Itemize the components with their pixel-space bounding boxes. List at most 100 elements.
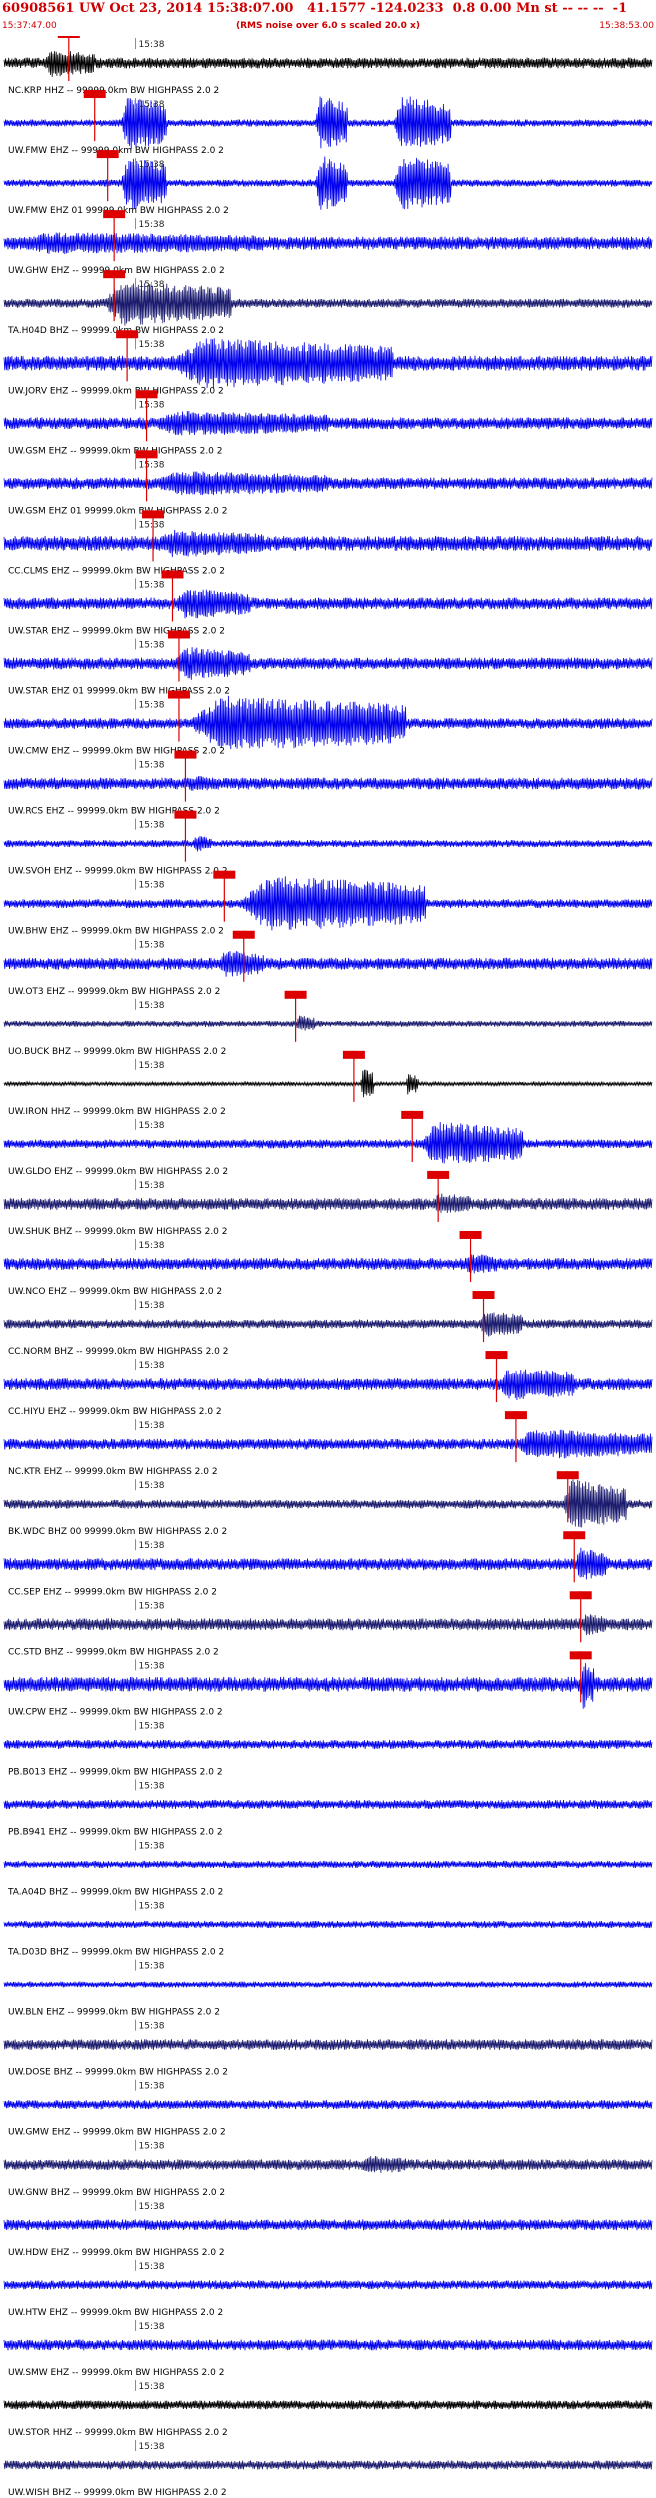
trace-row: 15:38 UO.BUCK BHZ -- 99999.0km BW HIGHPAS… xyxy=(3,990,653,1057)
trace-label: UW.SMW EHZ -- 99999.0km BW HIGHPASS 2.0 … xyxy=(8,2368,224,2378)
seismogram-traces: 15:38 NC.KRP HHZ -- 99999.0km BW HIGHPASS… xyxy=(3,36,653,2498)
waveform xyxy=(3,1312,653,1337)
trace-row: 15:38 UW.BHW EHZ -- 99999.0km BW HIGHPASS… xyxy=(3,870,653,937)
waveform xyxy=(3,1254,653,1274)
waveform xyxy=(3,2039,653,2051)
trace-row: 15:38 UW.SHUK BHZ -- 99999.0km BW HIGHPAS… xyxy=(3,1170,653,1237)
waveform xyxy=(3,775,653,791)
tick-label: 15:38 xyxy=(139,2202,165,2212)
trace-row: 15:38 CC.CLMS EHZ -- 99999.0km BW HIGHPAS… xyxy=(3,510,653,576)
trace-label: NC.KTR EHZ -- 99999.0km BW HIGHPASS 2.0 … xyxy=(8,1467,218,1477)
waveform xyxy=(3,1069,653,1098)
waveform xyxy=(3,1920,653,1929)
trace-row: 15:38 CC.NORM BHZ -- 99999.0km BW HIGHPAS… xyxy=(3,1291,653,1357)
trace-label: UW.BHW EHZ -- 99999.0km BW HIGHPASS 2.0 … xyxy=(8,927,224,937)
waveform xyxy=(3,695,653,750)
trace-label: UW.GSM EHZ 01 99999.0km BW HIGHPASS 2.0 … xyxy=(8,506,227,516)
waveform xyxy=(3,1479,653,1528)
waveform xyxy=(3,410,653,436)
waveform xyxy=(3,876,653,931)
trace-label: UW.RCS EHZ -- 99999.0km BW HIGHPASS 2.0 … xyxy=(8,807,220,817)
plot-header: 60908561 UW Oct 23, 2014 15:38:07.00 41.… xyxy=(0,0,656,36)
trace-row: 15:38 UW.BLN EHZ -- 99999.0km BW HIGHPASS… xyxy=(3,1959,653,2018)
tick-label: 15:38 xyxy=(139,2322,165,2332)
trace-label: UW.STOR HHZ -- 99999.0km BW HIGHPASS 2.0… xyxy=(8,2428,228,2438)
waveform xyxy=(3,1547,653,1580)
trace-row: 15:38 NC.KRP HHZ -- 99999.0km BW HIGHPASS… xyxy=(3,36,653,96)
tick-label: 15:38 xyxy=(139,220,165,230)
trace-row: 15:38 TA.D03D BHZ -- 99999.0km BW HIGHPAS… xyxy=(3,1899,653,1958)
trace-row: 15:38 TA.A04D BHZ -- 99999.0km BW HIGHPAS… xyxy=(3,1839,653,1898)
tick-label: 15:38 xyxy=(139,1121,165,1131)
trace-label: UW.HTW EHZ -- 99999.0km BW HIGHPASS 2.0 … xyxy=(8,2308,223,2318)
waveform xyxy=(3,2100,653,2110)
trace-row: 15:38 CC.HIYU EHZ -- 99999.0km BW HIGHPAS… xyxy=(3,1351,653,1417)
trace-row: 15:38 CC.STD BHZ -- 99999.0km BW HIGHPASS… xyxy=(3,1591,653,1657)
tick-label: 15:38 xyxy=(139,2142,165,2152)
trace-label: UW.OT3 EHZ -- 99999.0km BW HIGHPASS 2.0 … xyxy=(8,987,220,997)
waveform xyxy=(3,51,653,77)
waveform xyxy=(3,1739,653,1749)
tick-label: 15:38 xyxy=(139,1902,165,1912)
trace-row: 15:38 UW.CMW EHZ -- 99999.0km BW HIGHPASS… xyxy=(3,690,653,757)
trace-label: UW.SHUK BHZ -- 99999.0km BW HIGHPASS 2.0… xyxy=(8,1227,228,1237)
waveform xyxy=(3,835,653,852)
tick-label: 15:38 xyxy=(139,1181,165,1191)
trace-row: 15:38 UW.STAR EHZ 01 99999.0km BW HIGHPAS… xyxy=(3,630,653,697)
tick-label: 15:38 xyxy=(139,821,165,831)
trace-row: 15:38 UW.GNW BHZ -- 99999.0km BW HIGHPASS… xyxy=(3,2139,653,2198)
trace-row: 15:38 UW.GLDO EHZ -- 99999.0km BW HIGHPAS… xyxy=(3,1110,653,1177)
waveform xyxy=(3,338,653,389)
trace-label: UW.GMW EHZ -- 99999.0km BW HIGHPASS 2.0 … xyxy=(8,2128,226,2138)
trace-label: TA.H04D BHZ -- 99999.0km BW HIGHPASS 2.0… xyxy=(7,326,224,336)
trace-label: UW.GNW BHZ -- 99999.0km BW HIGHPASS 2.0 … xyxy=(8,2188,225,2198)
trace-label: CC.CLMS EHZ -- 99999.0km BW HIGHPASS 2.0… xyxy=(8,566,225,576)
trace-row: 15:38 UW.SVOH EHZ -- 99999.0km BW HIGHPAS… xyxy=(3,810,653,877)
trace-label: UW.IRON HHZ -- 99999.0km BW HIGHPASS 2.0… xyxy=(8,1107,226,1117)
tick-label: 15:38 xyxy=(139,160,165,170)
tick-label: 15:38 xyxy=(139,1841,165,1851)
tick-label: 15:38 xyxy=(139,1601,165,1611)
event-title: 60908561 UW Oct 23, 2014 15:38:07.00 41.… xyxy=(2,1,628,16)
tick-label: 15:38 xyxy=(139,520,165,530)
trace-label: UW.CPW EHZ -- 99999.0km BW HIGHPASS 2.0 … xyxy=(8,1707,223,1717)
tick-label: 15:38 xyxy=(139,1361,165,1371)
trace-row: 15:38 TA.H04D BHZ -- 99999.0km BW HIGHPAS… xyxy=(3,270,653,336)
tick-label: 15:38 xyxy=(139,941,165,951)
waveform xyxy=(3,1015,653,1031)
tick-label: 15:38 xyxy=(139,2022,165,2032)
waveform xyxy=(3,2280,653,2290)
trace-label: UW.NCO EHZ -- 99999.0km BW HIGHPASS 2.0 … xyxy=(8,1287,222,1297)
trace-label: UW.HDW EHZ -- 99999.0km BW HIGHPASS 2.0 … xyxy=(8,2248,225,2258)
tick-label: 15:38 xyxy=(139,40,165,50)
tick-label: 15:38 xyxy=(139,1481,165,1491)
trace-label: UW.DOSE BHZ -- 99999.0km BW HIGHPASS 2.0… xyxy=(8,2068,228,2078)
trace-label: UW.CMW EHZ -- 99999.0km BW HIGHPASS 2.0 … xyxy=(8,747,225,757)
trace-row: 15:38 UW.DOSE BHZ -- 99999.0km BW HIGHPAS… xyxy=(3,2019,653,2078)
trace-label: CC.HIYU EHZ -- 99999.0km BW HIGHPASS 2.0… xyxy=(8,1407,222,1417)
trace-row: 15:38 UW.JORV EHZ -- 99999.0km BW HIGHPAS… xyxy=(3,330,653,396)
waveform xyxy=(3,1614,653,1636)
tick-label: 15:38 xyxy=(139,761,165,771)
trace-label: BK.WDC BHZ 00 99999.0km BW HIGHPASS 2.0 … xyxy=(8,1527,227,1537)
end-time-label: 15:38:53.00 xyxy=(599,21,654,31)
waveform xyxy=(3,1121,653,1164)
trace-label: UW.GLDO EHZ -- 99999.0km BW HIGHPASS 2.0… xyxy=(8,1167,228,1177)
trace-label: NC.KRP HHZ -- 99999.0km BW HIGHPASS 2.0 … xyxy=(8,86,219,96)
tick-label: 15:38 xyxy=(139,580,165,590)
waveform xyxy=(3,2339,653,2351)
trace-row: 15:38 UW.OT3 EHZ -- 99999.0km BW HIGHPASS… xyxy=(3,930,653,997)
waveform xyxy=(3,1663,653,1709)
waveform xyxy=(3,1981,653,1988)
trace-row: 15:38 UW.WISH BHZ -- 99999.0km BW HIGHPAS… xyxy=(3,2439,653,2498)
trace-label: UW.STAR EHZ -- 99999.0km BW HIGHPASS 2.0… xyxy=(8,626,225,636)
trace-row: 15:38 UW.GMW EHZ -- 99999.0km BW HIGHPASS… xyxy=(3,2079,653,2138)
tick-label: 15:38 xyxy=(139,881,165,891)
trace-row: 15:38 PB.B013 EHZ -- 99999.0km BW HIGHPAS… xyxy=(3,1719,653,1777)
waveform xyxy=(3,232,653,255)
waveform xyxy=(3,2400,653,2410)
waveform xyxy=(3,1429,653,1459)
trace-label: CC.NORM BHZ -- 99999.0km BW HIGHPASS 2.0… xyxy=(8,1347,228,1357)
